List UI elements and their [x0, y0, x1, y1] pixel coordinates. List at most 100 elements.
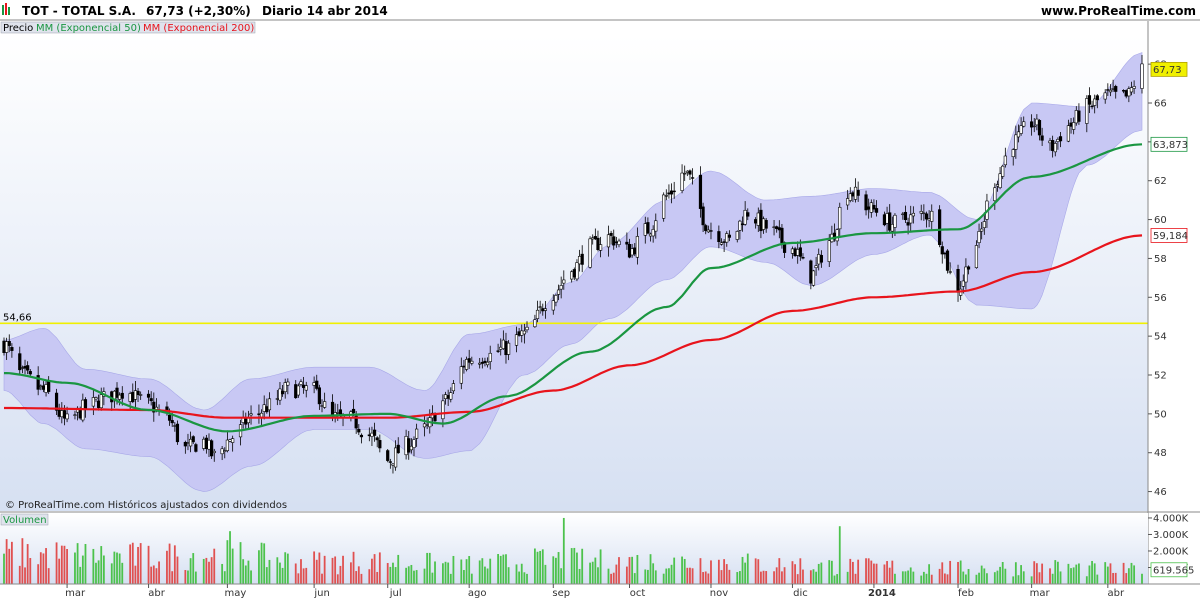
volume-bar: [415, 570, 418, 584]
volume-bar: [599, 549, 602, 584]
candle: [54, 388, 59, 415]
volume-bar: [444, 561, 447, 584]
volume-bar: [754, 558, 757, 584]
candle: [323, 392, 327, 409]
volume-bar: [557, 552, 560, 584]
volume-bar: [1141, 573, 1143, 584]
volume-bar: [775, 567, 778, 584]
volume-bar: [652, 563, 655, 584]
volume-bar: [570, 548, 573, 584]
candle: [441, 394, 445, 428]
candle: [1127, 86, 1131, 103]
candle: [848, 187, 852, 203]
candle: [210, 439, 214, 459]
candle: [701, 202, 705, 232]
candle: [543, 300, 548, 319]
volume-bar: [423, 568, 426, 584]
volume-bar: [284, 552, 287, 584]
price-tick-label: 50: [1154, 409, 1167, 420]
volume-bar: [131, 542, 134, 584]
volume-bar: [812, 569, 815, 584]
volume-bar: [618, 557, 620, 584]
volume-bar: [870, 560, 873, 584]
volume-bar: [100, 546, 103, 584]
volume-bar: [975, 574, 978, 584]
candle: [625, 232, 629, 250]
candle: [7, 334, 11, 353]
volume-bar: [247, 560, 250, 584]
volume-bar: [39, 552, 42, 584]
candle: [1085, 95, 1089, 133]
candle: [1108, 84, 1113, 97]
candle: [1140, 54, 1144, 94]
candle: [651, 225, 655, 243]
volume-bar: [507, 567, 510, 584]
candle: [1001, 164, 1005, 180]
site-link[interactable]: www.ProRealTime.com: [1041, 4, 1196, 18]
volume-bar: [60, 545, 63, 584]
candle: [612, 229, 616, 250]
volume-bar: [578, 568, 581, 584]
price-tick-label: 48: [1154, 448, 1167, 459]
volume-legend: Volumen: [0, 513, 49, 526]
candle: [911, 206, 915, 224]
candle: [593, 228, 597, 241]
candle: [94, 396, 98, 403]
candle: [514, 326, 519, 353]
candle: [1095, 94, 1099, 109]
candle: [930, 204, 934, 230]
candle: [194, 442, 198, 453]
candle: [136, 388, 140, 403]
candle: [977, 223, 981, 249]
volume-bar: [668, 568, 670, 584]
candle: [1037, 119, 1042, 141]
time-tick-label: 2014: [868, 588, 896, 599]
candlesticks: [2, 54, 1144, 474]
volume-bar: [993, 572, 996, 584]
volume-bar: [1054, 560, 1057, 584]
volume-bar: [894, 573, 896, 584]
volume-bar: [815, 571, 818, 584]
volume-bar: [1014, 562, 1017, 584]
candle: [635, 227, 639, 265]
candle: [725, 231, 729, 247]
volume-bar: [213, 548, 216, 584]
candle: [559, 276, 563, 299]
candle: [735, 230, 739, 243]
volume-bar: [18, 565, 21, 584]
volume-bar: [1001, 562, 1004, 584]
volume-bar: [460, 559, 463, 584]
volume-bar: [281, 567, 284, 584]
volume-bar: [465, 559, 468, 584]
volume-bar: [539, 550, 542, 584]
volume-bar: [1020, 565, 1023, 584]
volume-bar: [355, 571, 358, 584]
volume-bar: [544, 564, 547, 584]
volume-layer: [3, 517, 1143, 584]
candle: [1093, 94, 1097, 114]
volume-bar: [428, 552, 431, 584]
volume-bar: [497, 554, 499, 584]
volume-bar: [1022, 571, 1025, 584]
candle: [488, 345, 492, 370]
candle: [393, 440, 398, 471]
last-price-marker-text: 67,73: [1153, 65, 1182, 76]
volume-bar: [297, 573, 300, 584]
volume-bar: [1109, 563, 1112, 584]
candle: [1032, 118, 1036, 133]
volume-bar: [1096, 574, 1099, 584]
candle: [872, 199, 876, 213]
volume-bar: [612, 572, 615, 584]
volume-bar: [1114, 572, 1117, 584]
volume-bar: [392, 562, 394, 584]
volume-bar: [113, 551, 116, 584]
candle: [225, 430, 229, 453]
candle: [18, 346, 22, 375]
volume-bar: [250, 570, 252, 584]
candle: [669, 183, 674, 204]
volume-bar: [463, 570, 465, 584]
volume-bar: [336, 574, 339, 584]
candle: [919, 204, 923, 221]
candle: [1072, 117, 1076, 135]
